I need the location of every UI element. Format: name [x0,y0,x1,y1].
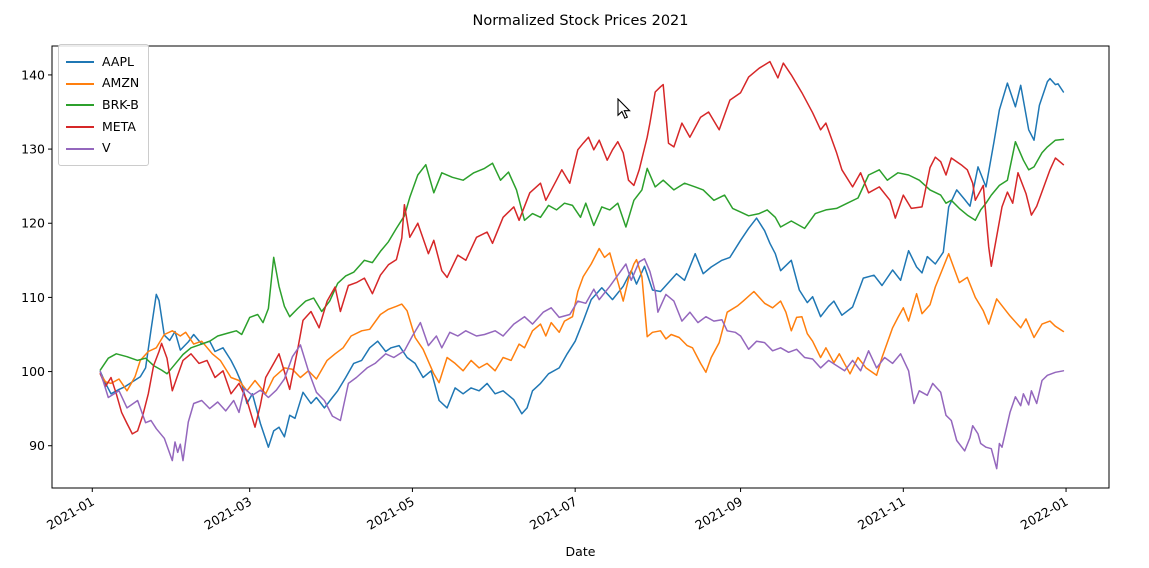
y-tick-label: 110 [21,290,45,305]
series-line-brk-b [99,138,1065,375]
legend-label: V [102,140,111,156]
y-tick-label: 120 [21,216,45,231]
legend-label: AAPL [102,53,134,69]
x-tick-label: 2021-01 [44,494,97,533]
x-tick-label: 2021-05 [364,494,417,533]
legend-line-swatch [66,82,94,85]
x-tick-label: 2021-09 [692,494,745,533]
x-tick-label: 2021-03 [201,494,254,533]
legend-item-amzn: AMZN [66,73,140,95]
y-tick-label: 100 [21,364,45,379]
chart-title: Normalized Stock Prices 2021 [472,13,689,29]
legend-label: META [102,118,136,134]
y-tick-label: 130 [21,142,45,157]
y-tick-label: 140 [21,67,45,82]
series-line-v [99,258,1065,470]
x-axis-label: Date [565,544,596,559]
legend: AAPL AMZN BRK-B META V [58,44,149,167]
legend-label: AMZN [102,75,140,91]
legend-line-swatch [66,60,94,63]
series-line-aapl [99,77,1065,448]
x-tick-label: 2021-07 [527,494,580,533]
legend-item-meta: META [66,116,140,138]
series-line-amzn [99,247,1065,395]
mouse-cursor-icon [617,98,631,119]
series-line-meta [99,60,1065,435]
legend-item-v: V [66,138,140,160]
plot-box [51,45,1110,489]
legend-item-brk-b: BRK-B [66,94,140,116]
y-tick-label: 90 [29,438,45,453]
legend-item-aapl: AAPL [66,51,140,73]
x-tick-label: 2021-11 [855,494,908,533]
x-tick-label: 2022-01 [1018,494,1071,533]
legend-label: BRK-B [102,96,139,112]
legend-line-swatch [66,125,94,128]
legend-line-swatch [66,147,94,150]
legend-line-swatch [66,104,94,107]
